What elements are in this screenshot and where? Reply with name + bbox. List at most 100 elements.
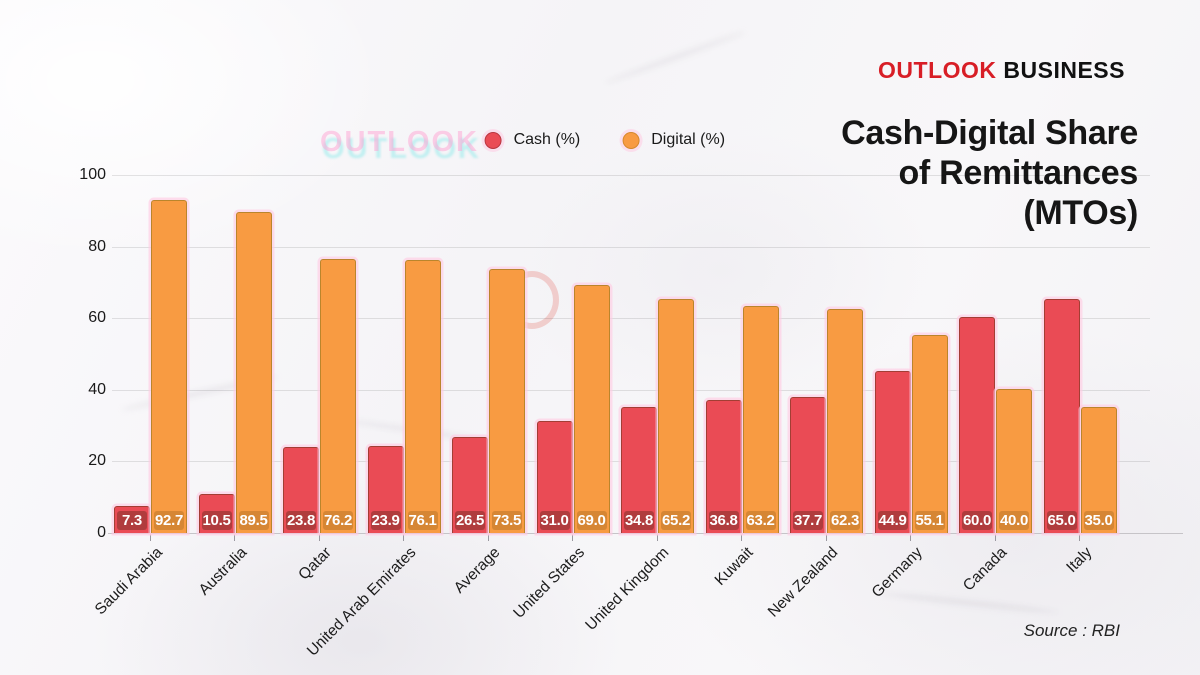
- x-tick-mark: [572, 534, 573, 541]
- bar-value-label: 76.2: [323, 511, 353, 530]
- source-note: Source : RBI: [1023, 621, 1120, 640]
- legend-item-cash: Cash (%): [484, 131, 580, 149]
- logo-outlook-text: OUTLOOK: [878, 57, 997, 83]
- y-axis: 0 20 40 60 80 100: [58, 0, 106, 675]
- bar-cash-italy: 65.0: [1043, 299, 1080, 533]
- x-axis-label-germany: Germany: [868, 544, 927, 602]
- y-tick-label: 20: [88, 452, 106, 470]
- bar-group-average: 26.5 73.5: [452, 175, 525, 533]
- bar-value-label: 23.9: [370, 511, 401, 530]
- legend-label-digital: Digital (%): [651, 131, 726, 148]
- logo-business-text: BUSINESS: [1003, 57, 1125, 83]
- x-axis-label-average: Average: [450, 544, 504, 597]
- x-axis-label-united-kingdom: United Kingdom: [582, 544, 673, 635]
- bar-cash-new-zealand: 37.7: [790, 397, 826, 533]
- bar-group-united-kingdom: 34.8 65.2: [621, 175, 694, 533]
- bar-cash-saudi-arabia: 7.3: [114, 505, 150, 533]
- bar-group-saudi-arabia: 7.3 92.7: [114, 175, 187, 533]
- bar-cash-australia: 10.5: [198, 494, 235, 533]
- bar-digital-united-arab-emirates: 76.1: [404, 259, 441, 533]
- bar-value-label: 35.0: [1083, 511, 1114, 530]
- bar-cash-kuwait: 36.8: [705, 400, 742, 533]
- x-tick-mark: [403, 534, 404, 541]
- bar-value-label: 60.0: [962, 511, 992, 530]
- bar-value-label: 63.2: [745, 511, 776, 530]
- bar-value-label: 65.0: [1046, 511, 1077, 530]
- bar-value-label: 23.8: [286, 511, 316, 530]
- x-tick-mark: [741, 534, 742, 541]
- bar-digital-united-kingdom: 65.2: [658, 298, 694, 533]
- bar-digital-kuwait: 63.2: [742, 305, 779, 533]
- bar-chart-plot-area: 7.3 92.7 10.5 89.5 23.8 76.2 23.9 76.1 26.5 73.5 3…: [108, 175, 1183, 541]
- x-axis-label-kuwait: Kuwait: [712, 544, 758, 589]
- bar-digital-saudi-arabia: 92.7: [151, 200, 187, 533]
- bar-value-label: 89.5: [238, 511, 269, 530]
- x-axis-label-qatar: Qatar: [295, 544, 335, 584]
- x-tick-mark: [487, 534, 489, 541]
- y-tick-label: 40: [88, 380, 106, 398]
- gridline: [112, 175, 1150, 176]
- bar-value-label: 34.8: [624, 511, 654, 530]
- bar-value-label: 65.2: [661, 511, 691, 530]
- x-tick-mark: [656, 534, 658, 541]
- x-axis-label-canada: Canada: [960, 544, 1011, 595]
- bar-value-label: 76.1: [407, 511, 438, 530]
- x-axis-label-italy: Italy: [1062, 544, 1096, 577]
- bar-value-label: 40.0: [999, 511, 1029, 530]
- bar-digital-italy: 35.0: [1080, 406, 1117, 533]
- bar-value-label: 37.7: [793, 511, 823, 530]
- bar-cash-united-states: 31.0: [536, 421, 573, 533]
- gridline: [112, 318, 1150, 320]
- bar-digital-united-states: 69.0: [573, 284, 610, 533]
- y-tick-label: 0: [97, 524, 106, 541]
- bar-group-kuwait: 36.8 63.2: [705, 175, 779, 533]
- marble-vein: [880, 590, 1060, 616]
- bar-digital-new-zealand: 62.3: [827, 308, 863, 533]
- bar-group-qatar: 23.8 76.2: [283, 175, 356, 533]
- bar-digital-germany: 55.1: [911, 334, 948, 533]
- watermark-cyan-layer: OUTLOOK: [322, 133, 481, 165]
- bar-digital-qatar: 76.2: [320, 259, 356, 533]
- cash-legend-dot-icon: [484, 131, 502, 149]
- x-axis-label-new-zealand: New Zealand: [764, 544, 842, 621]
- gridline: [112, 389, 1150, 391]
- bar-group-australia: 10.5 89.5: [198, 175, 272, 533]
- digital-legend-dot-icon: [622, 131, 640, 149]
- bar-group-canada: 60.0 40.0: [959, 175, 1032, 533]
- bar-value-label: 10.5: [201, 511, 232, 530]
- bar-cash-germany: 44.9: [874, 371, 911, 533]
- y-tick-label: 60: [88, 309, 106, 327]
- x-axis-label-united-states: United States: [510, 544, 589, 622]
- title-line-2: of Remittances: [898, 154, 1138, 192]
- bar-group-germany: 44.9 55.1: [874, 175, 948, 533]
- x-tick-mark: [318, 534, 320, 541]
- bar-cash-qatar: 23.8: [283, 446, 319, 533]
- outlook-watermark: OUTLOOK OUTLOOK: [320, 126, 479, 165]
- bar-group-italy: 65.0 35.0: [1043, 175, 1117, 533]
- y-tick-label: 80: [88, 237, 106, 255]
- outlook-business-logo: OUTLOOK BUSINESS: [878, 57, 1125, 84]
- legend: Cash (%) Digital (%): [484, 131, 726, 149]
- x-tick-mark: [994, 534, 996, 541]
- bar-value-label: 55.1: [914, 511, 945, 530]
- title-line-3: (MTOs): [1023, 194, 1138, 232]
- bar-group-united-states: 31.0 69.0: [536, 175, 610, 533]
- bar-value-label: 69.0: [576, 511, 607, 530]
- bar-cash-canada: 60.0: [959, 317, 995, 533]
- bar-value-label: 62.3: [830, 511, 860, 530]
- bar-cash-average: 26.5: [452, 437, 488, 533]
- x-axis-label-australia: Australia: [195, 544, 251, 599]
- bar-value-label: 73.5: [492, 511, 522, 530]
- x-tick-mark: [825, 534, 827, 541]
- y-tick-label: 100: [79, 166, 106, 183]
- bar-group-new-zealand: 37.7 62.3: [790, 175, 863, 533]
- title-line-1: Cash-Digital Share: [841, 114, 1138, 152]
- bar-value-label: 7.3: [117, 511, 147, 530]
- x-tick-mark: [910, 534, 911, 541]
- x-tick-mark: [149, 534, 151, 541]
- bar-digital-average: 73.5: [489, 268, 525, 533]
- gridline: [112, 246, 1150, 248]
- x-tick-mark: [234, 534, 235, 541]
- x-tick-mark: [1079, 534, 1080, 541]
